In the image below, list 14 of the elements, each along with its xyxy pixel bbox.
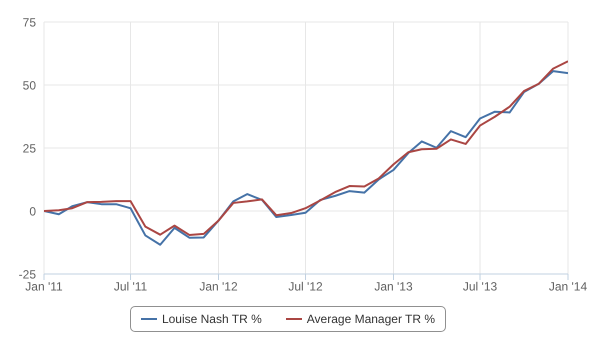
x-tick-label: Jul '13 bbox=[462, 280, 498, 294]
x-tick-label: Jul '12 bbox=[288, 280, 324, 294]
x-tick-label: Jul '11 bbox=[114, 280, 148, 294]
legend-label: Louise Nash TR % bbox=[160, 312, 262, 326]
y-tick-label: 75 bbox=[22, 15, 36, 30]
y-tick-label: 50 bbox=[22, 78, 36, 92]
y-tick-label: -25 bbox=[18, 267, 36, 282]
x-tick-label: Jan '14 bbox=[548, 280, 588, 294]
y-tick-label: 25 bbox=[22, 141, 36, 156]
x-tick-label: Jan '11 bbox=[25, 280, 64, 294]
x-tick-label: Jan '13 bbox=[374, 280, 413, 294]
legend-label: Average Manager TR % bbox=[306, 312, 436, 326]
x-tick-label: Jan '12 bbox=[199, 280, 238, 294]
y-tick-label: 0 bbox=[29, 204, 36, 218]
